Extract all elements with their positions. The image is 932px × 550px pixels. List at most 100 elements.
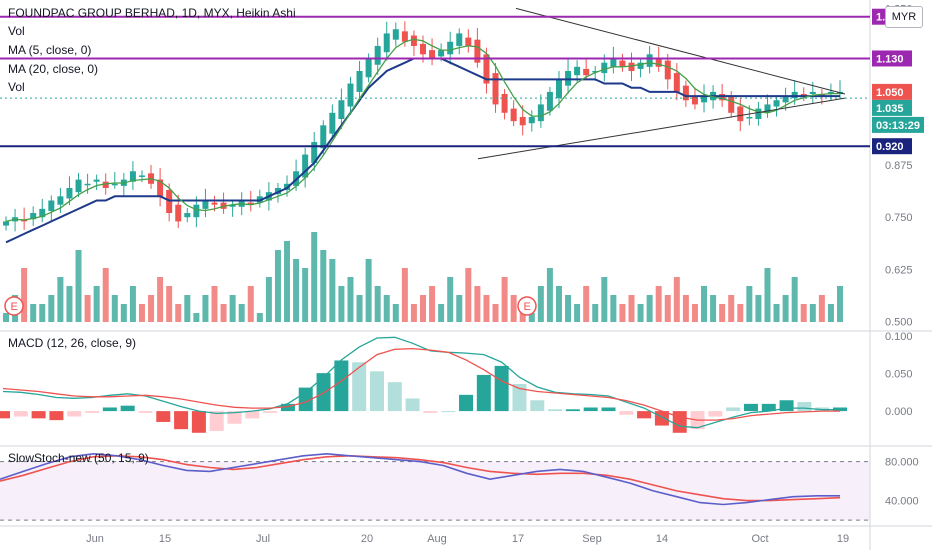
candle-body — [728, 96, 735, 113]
trendline-lower — [477, 97, 846, 160]
volume-bar — [75, 250, 82, 322]
volume-bar — [791, 277, 798, 322]
currency-badge[interactable]: MYR — [885, 6, 923, 28]
price-badge-label: 0.920 — [876, 141, 904, 153]
volume-bar — [800, 304, 807, 322]
macd-histogram-bar — [743, 403, 758, 412]
volume-bar — [528, 313, 535, 322]
macd-histogram-bar — [49, 411, 64, 421]
volume-bar — [728, 295, 735, 322]
price-badge — [872, 83, 912, 100]
candle-body — [320, 125, 327, 149]
volume-bar — [719, 304, 726, 322]
macd-tick-label: 0.000 — [885, 406, 913, 418]
volume-bar — [102, 268, 109, 322]
macd-histogram-bar — [352, 362, 367, 412]
volume-bar — [746, 286, 753, 322]
price-badge-label: 1.050 — [876, 87, 904, 99]
volume-bar — [329, 259, 336, 322]
stoch-title: SlowStoch-new (50, 15, 9) — [8, 451, 149, 465]
volume-bar — [755, 295, 762, 322]
volume-bar — [138, 304, 145, 322]
candle-body — [492, 73, 499, 105]
volume-bar — [410, 304, 417, 322]
volume-bar — [175, 304, 182, 322]
volume-bar — [347, 277, 354, 322]
volume-bar — [456, 295, 463, 322]
macd-histogram-bar — [779, 400, 794, 412]
macd-histogram-bar — [245, 411, 260, 419]
candle-body — [800, 93, 807, 97]
candle-body — [764, 104, 771, 113]
macd-histogram-bar — [334, 360, 349, 412]
candle-body — [519, 116, 526, 126]
volume-bar — [21, 268, 28, 322]
candle-body — [93, 179, 100, 182]
macd-histogram-bar — [405, 398, 420, 412]
volume-bar — [401, 268, 408, 322]
candle-body — [546, 91, 553, 111]
stoch-tick-label: 80.000 — [885, 457, 919, 469]
volume-bar — [818, 295, 825, 322]
candle-body — [30, 213, 37, 220]
macd-histogram-bar — [637, 411, 652, 419]
volume-bar — [474, 286, 481, 322]
volume-bar — [537, 286, 544, 322]
macd-histogram-bar — [31, 411, 46, 419]
price-tick-label: 0.750 — [885, 212, 913, 224]
candle-body — [48, 200, 55, 211]
time-tick-label: Oct — [751, 533, 768, 545]
volume-bar — [66, 286, 73, 322]
candle-body — [592, 71, 599, 73]
macd-histogram-bar — [726, 407, 741, 412]
macd-tick-label: 0.100 — [885, 331, 913, 343]
trendline-upper — [515, 7, 846, 95]
price-tick-label: 0.625 — [885, 264, 913, 276]
volume-bar — [610, 295, 617, 322]
volume-bar — [691, 304, 698, 322]
volume-bar — [392, 304, 399, 322]
macd-tick-label: 0.050 — [885, 368, 913, 380]
macd-histogram-bar — [85, 411, 100, 413]
volume-bar — [483, 295, 490, 322]
macd-histogram-bar — [494, 365, 509, 412]
candle-body — [510, 108, 517, 122]
volume-bar — [420, 295, 426, 322]
macd-histogram-bar — [369, 371, 384, 412]
candle-body — [601, 62, 608, 74]
candle-body — [682, 85, 689, 101]
macd-histogram-bar — [797, 402, 812, 412]
candle-body — [347, 83, 354, 107]
macd-histogram-bar — [0, 411, 10, 419]
candle-body — [619, 60, 626, 67]
volume-bar — [764, 268, 771, 322]
signal-line — [2, 347, 840, 421]
volume-bar — [837, 286, 843, 322]
candle-body — [628, 62, 635, 72]
volume-bar — [737, 304, 744, 322]
macd-histogram-bar — [263, 411, 278, 413]
volume-bar — [583, 286, 590, 322]
volume-bar — [365, 259, 372, 322]
candle-body — [229, 204, 236, 207]
volume-bar — [447, 277, 454, 322]
candle-body — [755, 108, 762, 120]
candle-body — [311, 142, 318, 163]
macd-histogram-bar — [156, 411, 171, 422]
volume-bar — [193, 313, 200, 322]
volume-bar — [220, 304, 227, 322]
candle-body — [737, 106, 744, 122]
macd-histogram-bar — [565, 409, 580, 412]
volume-bar — [338, 286, 345, 322]
volume-bar — [619, 304, 626, 322]
candle-body — [356, 71, 363, 92]
time-tick-label: Jul — [256, 533, 270, 545]
candle-body — [701, 96, 708, 103]
macd-histogram-bar — [174, 411, 189, 430]
candle-body — [528, 116, 535, 124]
time-tick-label: 17 — [512, 533, 524, 545]
volume-bar — [265, 277, 272, 322]
price-badge — [872, 116, 924, 133]
macd-histogram-bar — [761, 403, 776, 412]
